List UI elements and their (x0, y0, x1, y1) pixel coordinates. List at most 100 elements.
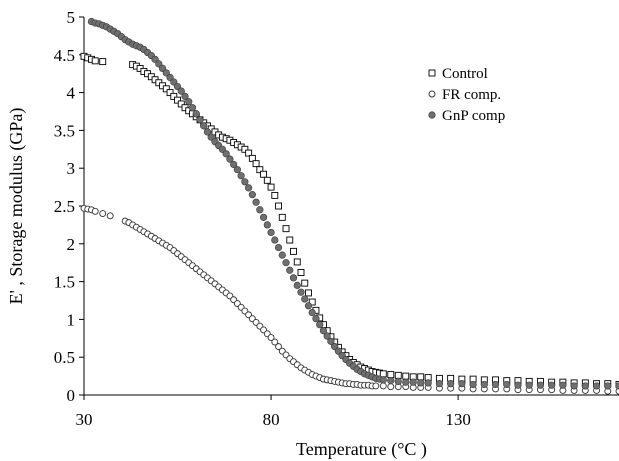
data-point (308, 308, 316, 317)
data-point (275, 202, 282, 210)
data-point (245, 149, 253, 157)
data-point (230, 160, 238, 169)
data-point (394, 377, 402, 385)
data-point (263, 176, 271, 184)
data-point (252, 160, 260, 168)
data-point (402, 378, 410, 386)
legend: Control FR comp. GnP comp (428, 66, 505, 124)
data-point (286, 236, 294, 244)
data-point (275, 343, 282, 351)
data-point (293, 258, 301, 266)
data-point (469, 380, 477, 389)
data-point (177, 100, 185, 108)
data-point (271, 338, 279, 346)
y-tick-label: 4 (67, 84, 76, 103)
data-point (196, 116, 204, 124)
data-point (267, 183, 275, 191)
data-point (282, 225, 290, 233)
data-point (106, 212, 114, 220)
y-axis-title: E' , Storage modulus (GPa) (6, 108, 27, 305)
data-point (203, 128, 212, 136)
data-point (267, 228, 275, 237)
data-point (327, 337, 335, 345)
data-point (286, 266, 294, 274)
legend-marker (428, 90, 436, 98)
data-point (581, 382, 589, 390)
data-point (282, 259, 290, 267)
axes: 0 0.5 1 1.5 2 2.5 3 3.5 4 4.5 5 30 80 130 Temperature … (6, 8, 619, 460)
legend-label: Control (442, 66, 488, 82)
data-point (525, 381, 533, 389)
data-point (615, 387, 619, 395)
data-point (263, 221, 271, 229)
legend-marker (428, 69, 436, 77)
data-point (514, 381, 522, 389)
data-point (241, 178, 249, 186)
data-point (379, 376, 387, 384)
data-point (536, 381, 545, 389)
legend-marker (428, 111, 436, 119)
data-point (559, 381, 567, 389)
data-point (91, 57, 99, 65)
data-point (387, 383, 395, 391)
data-point (233, 166, 241, 174)
y-tick-label: 0 (67, 386, 76, 405)
data-point (592, 382, 601, 390)
data-point (319, 327, 328, 335)
data-point (316, 321, 324, 329)
data-point (424, 379, 432, 387)
data-point (491, 380, 500, 389)
data-point (604, 382, 612, 390)
data-point (503, 380, 511, 389)
data-point (312, 315, 320, 323)
y-tick-label: 2.5 (54, 197, 75, 216)
data-point (256, 206, 264, 214)
data-point (304, 302, 313, 310)
data-point (248, 154, 256, 162)
data-point (548, 381, 556, 389)
y-tick-label: 3 (67, 159, 76, 178)
data-point (192, 110, 200, 118)
data-point (290, 247, 297, 255)
data-point (271, 236, 279, 244)
data-point (252, 198, 260, 206)
y-tick-label: 2 (67, 235, 76, 254)
x-tick-label: 30 (76, 410, 93, 429)
data-point (402, 372, 410, 380)
data-point (289, 274, 298, 282)
data-point (99, 210, 107, 218)
data-point (260, 170, 268, 178)
data-point (480, 380, 488, 389)
data-point (417, 379, 425, 387)
x-tick-label: 80 (263, 410, 280, 429)
y-tick-label: 1.5 (54, 273, 75, 292)
y-tick-label: 3.5 (54, 121, 75, 140)
data-point (379, 382, 387, 390)
x-axis-title: Temperature (°C ) (296, 439, 427, 460)
series-control (80, 52, 619, 388)
data-point (435, 380, 444, 388)
series-gnp-comp (87, 17, 619, 390)
data-marks (80, 17, 619, 395)
data-point (181, 92, 189, 100)
y-tick-label: 4.5 (54, 46, 75, 65)
data-point (570, 382, 578, 390)
data-point (188, 104, 197, 112)
data-point (256, 166, 264, 174)
data-point (166, 89, 174, 97)
data-point (241, 145, 249, 153)
data-point (259, 213, 268, 221)
data-point (458, 380, 466, 388)
data-point (293, 281, 301, 289)
data-point (409, 378, 417, 386)
data-point (222, 150, 230, 158)
x-tick-label: 130 (445, 410, 471, 429)
data-point (297, 288, 305, 296)
data-point (278, 213, 286, 221)
data-point (200, 122, 208, 130)
legend-label: GnP comp (442, 108, 505, 124)
data-point (185, 98, 193, 106)
y-tick-label: 1 (67, 310, 76, 329)
data-point (615, 382, 619, 390)
